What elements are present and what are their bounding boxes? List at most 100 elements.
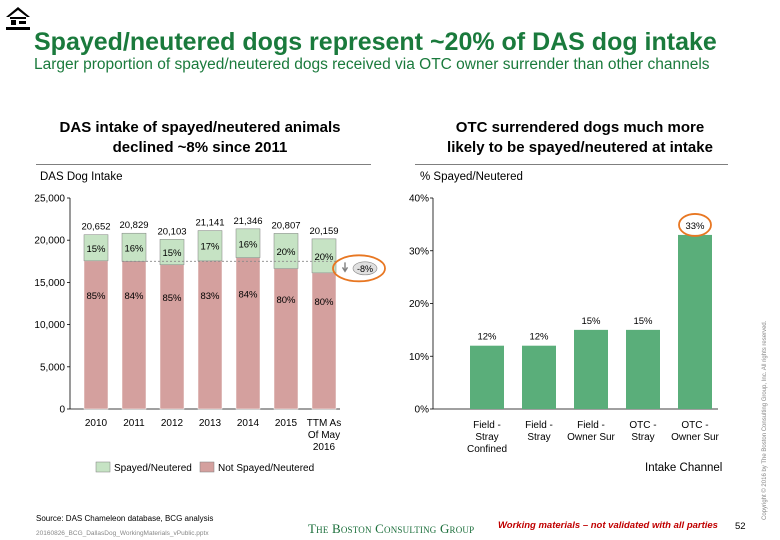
right-x-axis-title: Intake Channel bbox=[645, 462, 723, 474]
total-label: 20,807 bbox=[271, 220, 300, 231]
x-tick-label: 2014 bbox=[237, 418, 260, 429]
y-tick-label: 10% bbox=[409, 352, 429, 363]
right-panel-heading: OTC surrendered dogs much more likely to… bbox=[400, 118, 760, 158]
total-label: 21,141 bbox=[195, 218, 224, 229]
y-tick-label: 15,000 bbox=[34, 278, 65, 289]
right-heading-line1: OTC surrendered dogs much more bbox=[455, 119, 705, 136]
page-number: 52 bbox=[735, 521, 746, 532]
change-badge-label: -8% bbox=[357, 264, 373, 274]
spayed-percent-label: 16% bbox=[238, 239, 258, 250]
change-badge bbox=[352, 261, 378, 276]
y-tick-label: 30% bbox=[409, 246, 429, 257]
not-spayed-percent-label: 85% bbox=[162, 293, 182, 304]
x-tick-label: Field - bbox=[525, 420, 553, 431]
not-spayed-percent-label: 85% bbox=[86, 291, 106, 302]
not-spayed-percent-label: 80% bbox=[314, 297, 334, 308]
value-label: 33% bbox=[685, 221, 705, 232]
x-tick-label: 2012 bbox=[161, 418, 184, 429]
left-axis-title: DAS Dog Intake bbox=[40, 171, 123, 183]
x-tick-label: Field - bbox=[473, 420, 501, 431]
highlight-ellipse bbox=[678, 213, 712, 237]
x-tick-label: 2016 bbox=[313, 442, 336, 453]
spayed-percent-label: 16% bbox=[124, 243, 144, 254]
right-heading-line2: likely to be spayed/neutered at intake bbox=[447, 139, 713, 156]
x-tick-label: Stray bbox=[527, 432, 550, 443]
channel-bar bbox=[626, 329, 660, 409]
left-heading-rule bbox=[36, 164, 371, 165]
working-materials-warning: Working materials – not validated with a… bbox=[498, 520, 718, 531]
x-tick-label: 2011 bbox=[123, 418, 145, 429]
y-tick-label: 40% bbox=[409, 194, 429, 205]
bar-spayed bbox=[311, 238, 337, 274]
y-tick-label: 10,000 bbox=[34, 320, 65, 331]
legend-label-not-spayed: Not Spayed/Neutered bbox=[218, 463, 314, 474]
y-tick-label: 0 bbox=[59, 405, 65, 416]
x-tick-label: Field - bbox=[577, 420, 605, 431]
right-axis-title: % Spayed/Neutered bbox=[420, 171, 523, 183]
bar-not-spayed bbox=[235, 257, 261, 410]
value-label: 15% bbox=[633, 316, 653, 327]
spayed-percent-label: 17% bbox=[200, 242, 220, 253]
spayed-percent-label: 20% bbox=[276, 247, 296, 258]
left-heading-line1: DAS intake of spayed/neutered animals bbox=[59, 119, 341, 136]
x-tick-label: Stray bbox=[631, 432, 654, 443]
value-label: 15% bbox=[581, 316, 601, 327]
copyright-notice: Copyright © 2016 by The Boston Consultin… bbox=[762, 320, 768, 520]
spayed-percent-label: 20% bbox=[314, 252, 334, 263]
total-label: 20,103 bbox=[157, 226, 186, 237]
value-label: 12% bbox=[477, 332, 497, 343]
bar-spayed bbox=[197, 230, 223, 262]
highlight-ellipse bbox=[332, 254, 386, 283]
left-stacked-bar-chart: 0 5,000 10,000 15,000 20,000 25,000 15% 85% 20,6… bbox=[34, 194, 386, 474]
right-bar-chart: 0%10%20%30%40%12%Field -StrayConfined12%… bbox=[409, 194, 720, 456]
channel-bar bbox=[678, 234, 712, 409]
not-spayed-percent-label: 84% bbox=[124, 291, 144, 302]
legend-label-spayed: Spayed/Neutered bbox=[114, 463, 192, 474]
x-tick-label: 2010 bbox=[85, 418, 108, 429]
spayed-percent-label: 15% bbox=[162, 248, 182, 259]
bar-not-spayed bbox=[159, 264, 185, 410]
x-tick-label: Of May bbox=[308, 430, 340, 441]
not-spayed-percent-label: 83% bbox=[200, 291, 220, 302]
bar-spayed bbox=[273, 233, 299, 269]
y-tick-label: 25,000 bbox=[34, 194, 65, 205]
y-tick-label: 20% bbox=[409, 299, 429, 310]
bar-not-spayed bbox=[273, 268, 299, 410]
footer-source: Source: DAS Chameleon database, BCG anal… bbox=[36, 514, 214, 523]
channel-bar bbox=[470, 345, 504, 409]
house-logo-icon bbox=[6, 7, 30, 30]
bar-not-spayed bbox=[121, 261, 147, 410]
spayed-percent-label: 15% bbox=[86, 244, 106, 255]
x-tick-label: Owner Sur bbox=[671, 432, 719, 443]
not-spayed-percent-label: 80% bbox=[276, 295, 296, 306]
x-tick-label: Owner Sur bbox=[567, 432, 615, 443]
bar-spayed bbox=[235, 228, 261, 258]
left-panel-heading: DAS intake of spayed/neutered animals de… bbox=[30, 118, 370, 158]
x-tick-label: Confined bbox=[467, 444, 507, 455]
bar-not-spayed bbox=[311, 272, 337, 410]
right-heading-rule bbox=[415, 164, 728, 165]
x-tick-label: Stray bbox=[475, 432, 498, 443]
value-label: 12% bbox=[529, 332, 549, 343]
not-spayed-percent-label: 84% bbox=[238, 289, 258, 300]
bcg-brand-logo: The Boston Consulting Group bbox=[308, 521, 475, 536]
y-tick-label: 20,000 bbox=[34, 236, 65, 247]
total-label: 20,159 bbox=[309, 226, 338, 237]
bar-spayed bbox=[159, 239, 185, 266]
total-label: 21,346 bbox=[233, 216, 262, 227]
left-heading-line2: declined ~8% since 2011 bbox=[112, 139, 288, 156]
page-title: Spayed/neutered dogs represent ~20% of D… bbox=[34, 28, 717, 56]
legend-swatch-not-spayed bbox=[199, 461, 215, 473]
x-tick-label: 2015 bbox=[275, 418, 298, 429]
x-tick-label: TTM As bbox=[307, 418, 341, 429]
footer-filename: 20160826_BCG_DallasDog_WorkingMaterials_… bbox=[36, 530, 209, 537]
x-tick-label: OTC - bbox=[681, 420, 708, 431]
bar-spayed bbox=[83, 234, 109, 262]
legend-swatch-spayed bbox=[95, 461, 111, 473]
bar-not-spayed bbox=[83, 260, 109, 410]
down-arrow-icon bbox=[341, 262, 349, 273]
bar-not-spayed bbox=[197, 260, 223, 410]
x-tick-label: 2013 bbox=[199, 418, 222, 429]
y-tick-label: 0% bbox=[415, 405, 430, 416]
total-label: 20,829 bbox=[119, 220, 148, 231]
